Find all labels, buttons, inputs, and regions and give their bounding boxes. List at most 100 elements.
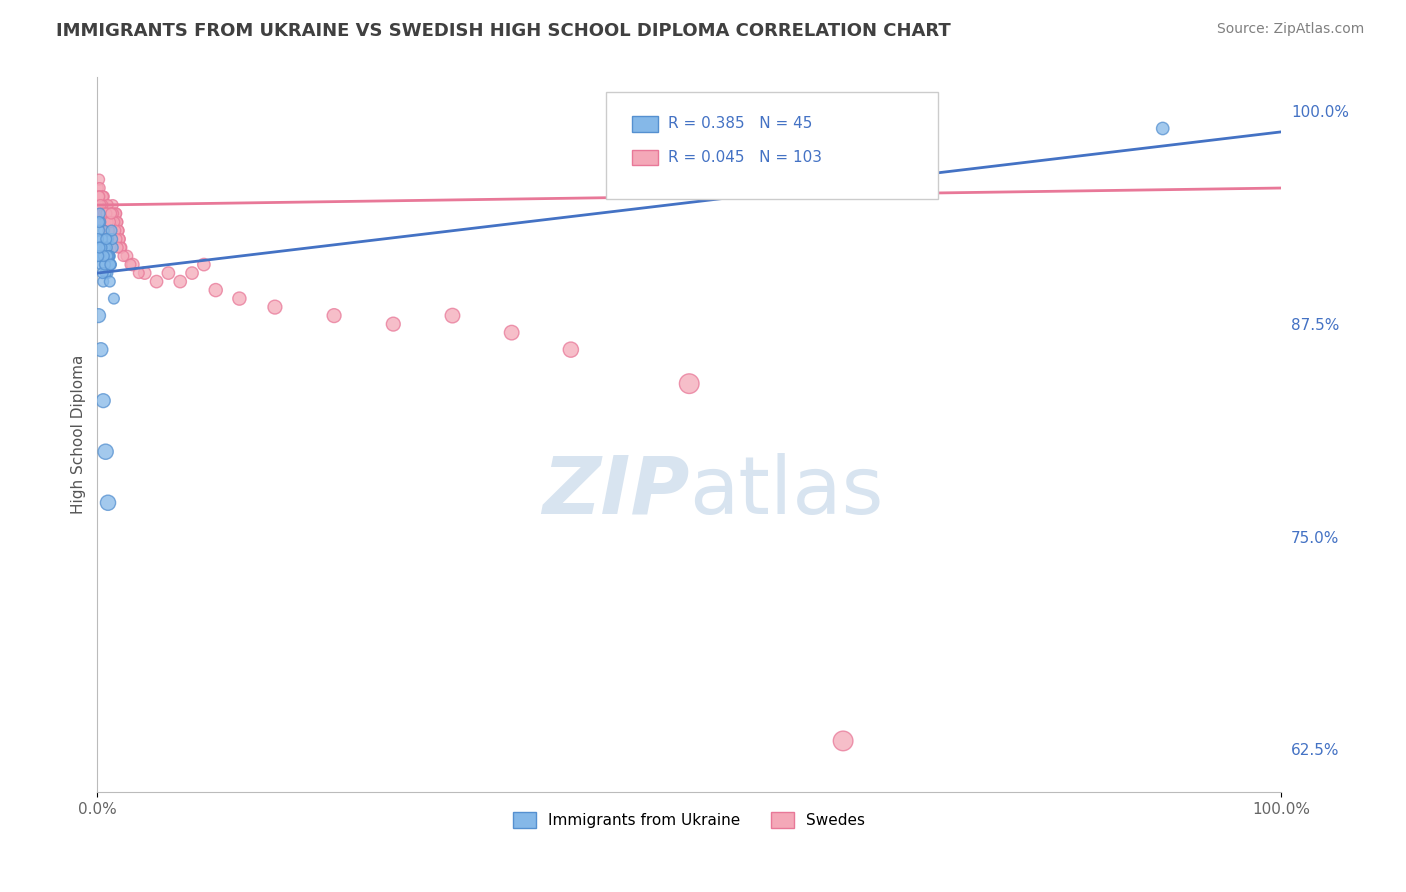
Point <box>103 206 125 220</box>
Point <box>100 206 122 220</box>
Point <box>204 283 226 297</box>
Point <box>87 198 110 212</box>
Point <box>101 232 124 246</box>
FancyBboxPatch shape <box>606 92 938 199</box>
Point <box>89 215 111 229</box>
Point <box>96 198 118 212</box>
Point <box>107 223 129 237</box>
Point <box>100 258 122 272</box>
Point <box>98 215 121 229</box>
Point <box>169 275 191 289</box>
Point <box>96 249 118 263</box>
Point <box>107 215 129 229</box>
Point <box>87 249 110 263</box>
Text: Source: ZipAtlas.com: Source: ZipAtlas.com <box>1216 22 1364 37</box>
Point <box>90 241 112 255</box>
Point <box>87 189 110 203</box>
Point <box>96 206 118 220</box>
Point <box>97 249 120 263</box>
Point <box>97 496 120 510</box>
Point <box>98 223 121 237</box>
Point <box>323 309 346 323</box>
Point <box>91 206 114 220</box>
Point <box>93 215 115 229</box>
Point <box>96 241 118 255</box>
Point <box>157 266 180 280</box>
Point <box>91 215 114 229</box>
Point <box>91 275 114 289</box>
Point <box>97 223 120 237</box>
Point <box>193 258 215 272</box>
Point <box>832 734 855 748</box>
Point <box>100 215 122 229</box>
Point <box>104 215 127 229</box>
Text: atlas: atlas <box>689 453 883 531</box>
Point <box>93 206 115 220</box>
Point <box>87 181 110 195</box>
Point <box>264 300 287 314</box>
Point <box>128 266 150 280</box>
Point <box>93 215 115 229</box>
Point <box>441 309 464 323</box>
Point <box>101 215 124 229</box>
Point <box>91 393 114 408</box>
Point <box>181 266 204 280</box>
Point <box>89 206 111 220</box>
Point <box>89 198 111 212</box>
Point <box>89 241 111 255</box>
Point <box>501 326 523 340</box>
Point <box>97 223 120 237</box>
Point <box>103 223 125 237</box>
Point <box>560 343 582 357</box>
Point <box>100 206 122 220</box>
Point <box>96 206 118 220</box>
Point <box>90 206 112 220</box>
Text: IMMIGRANTS FROM UKRAINE VS SWEDISH HIGH SCHOOL DIPLOMA CORRELATION CHART: IMMIGRANTS FROM UKRAINE VS SWEDISH HIGH … <box>56 22 950 40</box>
Point <box>100 206 122 220</box>
Point <box>101 241 124 255</box>
Point <box>93 215 115 229</box>
Point <box>96 206 118 220</box>
Point <box>98 249 121 263</box>
Point <box>87 189 110 203</box>
Point <box>98 215 121 229</box>
Point <box>108 232 131 246</box>
Text: R = 0.045   N = 103: R = 0.045 N = 103 <box>668 150 823 165</box>
Point <box>89 249 111 263</box>
Point <box>105 206 128 220</box>
Point <box>101 198 124 212</box>
Point <box>91 189 114 203</box>
Point <box>87 309 110 323</box>
Point <box>134 266 156 280</box>
Point <box>91 198 114 212</box>
Point <box>107 223 129 237</box>
FancyBboxPatch shape <box>633 150 658 165</box>
Point <box>87 189 110 203</box>
Point <box>89 198 111 212</box>
Point <box>110 241 132 255</box>
Point <box>93 258 115 272</box>
Point <box>104 215 127 229</box>
Point <box>100 206 122 220</box>
Point <box>90 206 112 220</box>
Point <box>94 215 117 229</box>
Point <box>98 215 121 229</box>
Point <box>120 258 142 272</box>
Point <box>98 249 121 263</box>
Point <box>105 206 128 220</box>
Point <box>93 206 115 220</box>
Point <box>97 206 120 220</box>
Point <box>91 198 114 212</box>
Point <box>100 258 122 272</box>
Text: ZIP: ZIP <box>541 453 689 531</box>
Point <box>94 206 117 220</box>
Point <box>101 215 124 229</box>
Point <box>100 223 122 237</box>
Point <box>145 275 167 289</box>
Point <box>94 206 117 220</box>
Point <box>96 266 118 280</box>
Point <box>100 258 122 272</box>
Point <box>93 249 115 263</box>
Point <box>91 266 114 280</box>
Point <box>97 215 120 229</box>
